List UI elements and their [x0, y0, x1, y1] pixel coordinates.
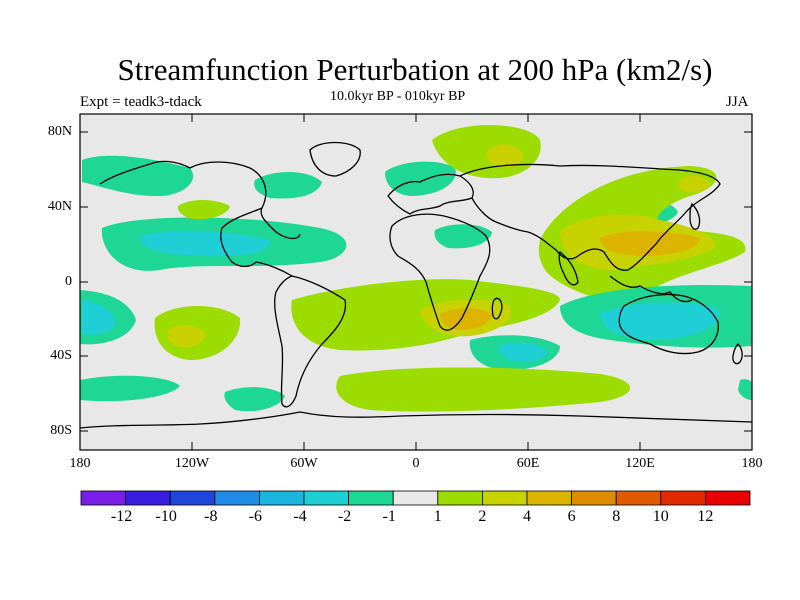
coast-se-asia [609, 275, 693, 303]
colorbar-swatch [481, 490, 528, 506]
colorbar-label: 10 [652, 508, 669, 525]
contour-teal-so-w [80, 375, 180, 402]
lat-label-80n: 80N [47, 124, 72, 139]
period-label: 10.0kyr BP - 010kyr BP [330, 89, 466, 104]
colorbar-label: 1 [433, 508, 442, 525]
contour-gold-japan [678, 175, 710, 193]
colorbar-label: -12 [110, 508, 133, 525]
contour-teal-natl [254, 171, 322, 199]
lon-label-120w: 120W [174, 456, 210, 471]
contour-cyan-australia [600, 302, 720, 340]
coastlines [79, 141, 753, 429]
colorbar-swatch [660, 490, 706, 506]
colorbar-swatch [526, 490, 572, 506]
lon-label-60e: 60E [516, 456, 540, 471]
colorbar-swatch [169, 490, 216, 506]
colorbar-label: -6 [248, 508, 263, 525]
contour-gold-africa [440, 308, 492, 330]
contour-teal-so-e [738, 379, 752, 400]
colorbar-label: -4 [293, 508, 307, 525]
colorbar-swatch [214, 490, 260, 506]
colorbar-label: 6 [567, 508, 576, 525]
colorbar-label: -1 [382, 508, 396, 525]
contour-teal-npac [82, 155, 194, 197]
lat-label-40s: 40S [50, 348, 72, 363]
lat-ticks [80, 131, 752, 432]
contour-green-so [336, 367, 630, 412]
contour-fills [80, 124, 752, 412]
lon-label-180w: 180 [69, 456, 91, 471]
contour-teal-europe [385, 161, 456, 196]
colorbar-label: 2 [478, 508, 487, 525]
coast-greenland [309, 141, 361, 177]
colorbar-swatch [303, 490, 349, 506]
coast-asia [459, 163, 721, 271]
coast-africa [389, 213, 491, 331]
lon-label-180e: 180 [741, 456, 763, 471]
colorbar-swatch [437, 490, 483, 506]
contour-yellow-arctic [486, 144, 524, 168]
coast-india [558, 250, 579, 286]
colorbar-label: 4 [523, 508, 531, 525]
coast-australia [618, 293, 719, 355]
colorbar-swatch [258, 490, 305, 506]
coast-antarctica [79, 411, 753, 429]
season-label: JJA [726, 94, 749, 110]
colorbar-swatch [125, 490, 171, 506]
lat-label-40n: 40N [47, 199, 72, 214]
coast-south-america [274, 275, 347, 408]
lon-label-60w: 60W [290, 456, 318, 471]
lat-label-80s: 80S [50, 423, 72, 438]
lon-label-120e: 120E [625, 456, 655, 471]
colorbar-swatch [348, 490, 394, 506]
contour-green-atl-n [177, 200, 230, 220]
contour-teal-africa-n [434, 224, 492, 249]
colorbar-label: -2 [337, 508, 352, 525]
coast-north-america [99, 160, 301, 277]
experiment-label: Expt = teadk3-tdack [80, 94, 202, 110]
lon-ticks [191, 114, 641, 450]
colorbar [80, 490, 751, 506]
colorbar-label: -8 [204, 508, 218, 525]
contour-cyan-indian-s [499, 342, 548, 362]
contour-cyan-trop-pac [140, 231, 270, 257]
contour-gold-asia [600, 231, 700, 256]
colorbar-label: 12 [697, 508, 714, 525]
contour-cyan-spac-w [82, 300, 116, 335]
colorbar-swatch [571, 490, 617, 506]
colorbar-swatch [392, 490, 439, 506]
lon-label-0: 0 [412, 456, 420, 471]
colorbar-label: 8 [612, 508, 621, 525]
coast-madagascar [491, 297, 503, 320]
colorbar-swatch [80, 490, 126, 506]
map-title: Streamfunction Perturbation at 200 hPa (… [117, 52, 713, 87]
contour-yellow-spac [167, 325, 206, 348]
coast-new-zealand [732, 343, 743, 365]
lat-label-0: 0 [65, 274, 72, 289]
colorbar-swatch [615, 490, 662, 506]
colorbar-swatch [705, 490, 751, 506]
coast-japan [689, 202, 701, 230]
contour-teal-so-sam [224, 387, 285, 412]
colorbar-label: -10 [155, 508, 177, 525]
